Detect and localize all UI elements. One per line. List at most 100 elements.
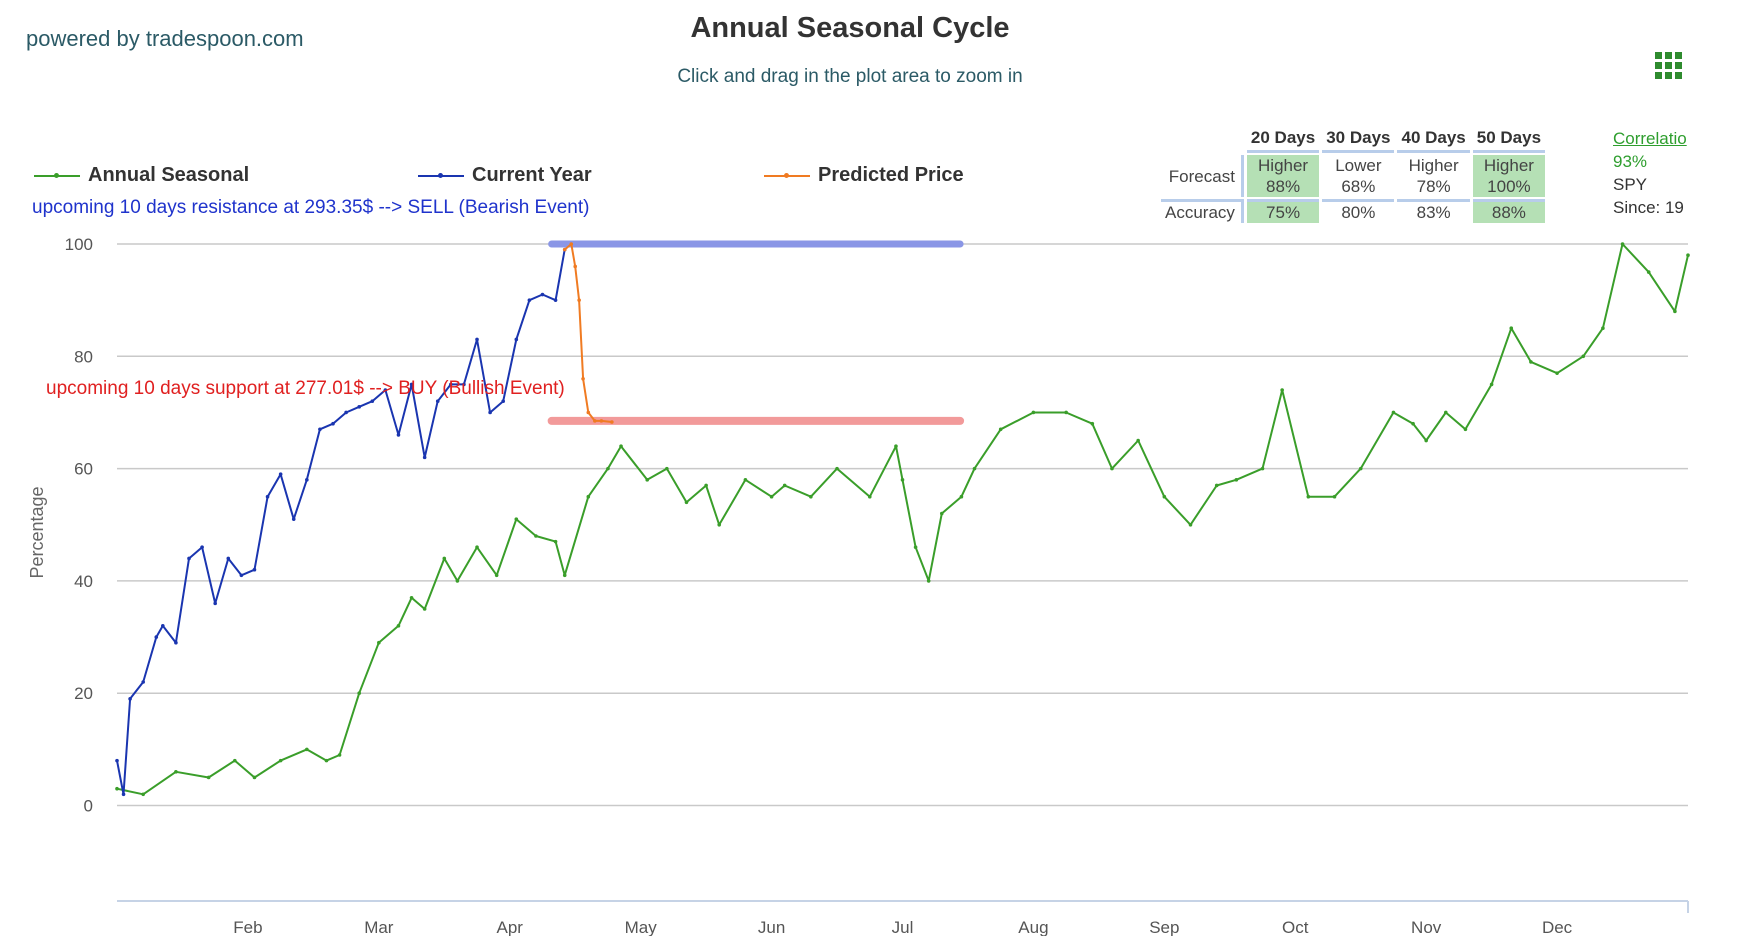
data-point-current-year <box>422 455 427 460</box>
data-point-annual-seasonal <box>1136 438 1140 443</box>
legend-annual-seasonal[interactable]: Annual Seasonal <box>34 164 249 187</box>
data-point-annual-seasonal <box>494 573 499 578</box>
data-point-annual-seasonal <box>586 494 591 499</box>
x-tick-label: Mar <box>364 918 394 936</box>
data-point-annual-seasonal <box>1424 438 1428 443</box>
legend-label: Predicted Price <box>818 164 964 186</box>
data-point-annual-seasonal <box>252 775 257 780</box>
data-point-annual-seasonal <box>1214 483 1219 488</box>
accuracy-cell: 80% <box>1322 199 1395 223</box>
data-point-annual-seasonal <box>396 624 401 628</box>
data-point-current-year <box>226 556 231 561</box>
data-point-predicted-price <box>569 242 574 246</box>
data-point-annual-seasonal <box>1234 478 1239 482</box>
powered-by-text[interactable]: powered by tradespoon.com <box>26 26 304 51</box>
data-point-annual-seasonal <box>926 579 931 583</box>
x-tick-label: Aug <box>1018 918 1048 936</box>
data-point-annual-seasonal <box>422 607 427 611</box>
data-point-current-year <box>213 601 217 606</box>
x-tick-label: Jul <box>892 918 914 936</box>
x-tick-label: Jun <box>758 918 785 936</box>
data-point-current-year <box>115 758 119 763</box>
data-point-annual-seasonal <box>206 775 211 780</box>
data-point-annual-seasonal <box>1306 494 1311 499</box>
data-point-current-year <box>291 517 296 521</box>
series-line-annual-seasonal <box>116 243 1689 796</box>
forecast-cell: Higher 100% <box>1472 155 1546 197</box>
forecast-cell: Higher 88% <box>1246 155 1320 197</box>
legend-line-icon <box>764 172 810 178</box>
forecast-cell: Higher 78% <box>1408 156 1459 196</box>
data-point-current-year <box>514 337 519 342</box>
forecast-cell: Lower 68% <box>1335 156 1382 196</box>
table-header: 20 Days <box>1246 126 1320 153</box>
data-point-current-year <box>383 388 388 392</box>
correlation-panel: Correlatio 93% SPY Since: 19 <box>1613 127 1725 219</box>
correlation-since: Since: 19 <box>1613 198 1684 217</box>
data-point-annual-seasonal <box>514 517 519 521</box>
legend-label: Current Year <box>472 164 592 186</box>
data-point-annual-seasonal <box>913 545 918 550</box>
data-point-predicted-price <box>577 298 581 302</box>
legend-line-icon <box>34 172 80 178</box>
data-point-current-year <box>187 556 191 561</box>
data-point-annual-seasonal <box>1673 309 1677 314</box>
data-point-annual-seasonal <box>324 758 329 763</box>
data-point-annual-seasonal <box>1280 388 1284 392</box>
data-point-annual-seasonal <box>1358 466 1363 471</box>
accuracy-row-label: Accuracy <box>1161 199 1244 223</box>
legend-current-year[interactable]: Current Year <box>418 164 592 187</box>
data-point-annual-seasonal <box>835 466 839 471</box>
data-point-annual-seasonal <box>1332 494 1337 499</box>
accuracy-cell: 83% <box>1397 199 1470 223</box>
data-point-predicted-price <box>562 247 567 252</box>
axes: 0 20 40 60 80 100 Percentage Feb Mar Apr May Jun Jul… <box>27 235 1689 936</box>
data-point-current-year <box>141 680 145 684</box>
data-point-annual-seasonal <box>998 427 1003 432</box>
y-tick-label: 0 <box>84 797 93 816</box>
x-tick-label: Nov <box>1411 918 1442 936</box>
data-point-annual-seasonal <box>233 758 237 763</box>
data-point-annual-seasonal <box>959 494 964 499</box>
resistance-annotation: upcoming 10 days resistance at 293.35$ -… <box>32 197 590 218</box>
legend-predicted-price[interactable]: Predicted Price <box>764 164 964 187</box>
data-point-annual-seasonal <box>619 444 623 448</box>
data-point-annual-seasonal <box>534 534 538 538</box>
data-point-annual-seasonal <box>704 483 708 488</box>
data-point-annual-seasonal <box>1620 242 1625 246</box>
accuracy-cell: 88% <box>1472 199 1546 223</box>
data-point-current-year <box>488 410 492 415</box>
data-point-current-year <box>475 337 479 342</box>
data-point-annual-seasonal <box>769 494 774 499</box>
data-point-annual-seasonal <box>782 483 787 488</box>
data-point-current-year <box>331 421 335 426</box>
data-point-annual-seasonal <box>1162 494 1167 499</box>
data-point-predicted-price <box>610 420 614 424</box>
correlation-symbol: SPY <box>1613 175 1648 194</box>
data-point-current-year <box>435 399 440 404</box>
hamburger-grid-icon[interactable] <box>1655 52 1683 80</box>
table-header: 30 Days <box>1322 126 1395 153</box>
series-line-predicted-price <box>564 243 613 423</box>
data-point-annual-seasonal <box>809 494 813 499</box>
data-point-current-year <box>239 573 244 578</box>
data-point-annual-seasonal <box>1110 466 1114 471</box>
data-point-annual-seasonal <box>1581 354 1586 359</box>
data-point-annual-seasonal <box>278 758 283 763</box>
support-annotation: upcoming 10 days support at 277.01$ --> … <box>46 378 565 399</box>
correlation-link[interactable]: Correlatio <box>1613 129 1687 148</box>
data-point-predicted-price <box>599 419 604 423</box>
data-point-current-year <box>357 405 361 409</box>
data-point-annual-seasonal <box>1391 410 1396 415</box>
x-tick-label: Apr <box>497 918 524 936</box>
data-point-current-year <box>121 792 126 797</box>
data-point-annual-seasonal <box>305 747 309 752</box>
data-point-annual-seasonal <box>1260 466 1265 471</box>
y-tick-label: 40 <box>74 572 93 591</box>
data-point-current-year <box>265 494 270 499</box>
data-point-current-year <box>174 640 178 645</box>
data-point-current-year <box>409 382 414 387</box>
data-point-current-year <box>305 478 309 482</box>
data-point-annual-seasonal <box>894 444 898 448</box>
